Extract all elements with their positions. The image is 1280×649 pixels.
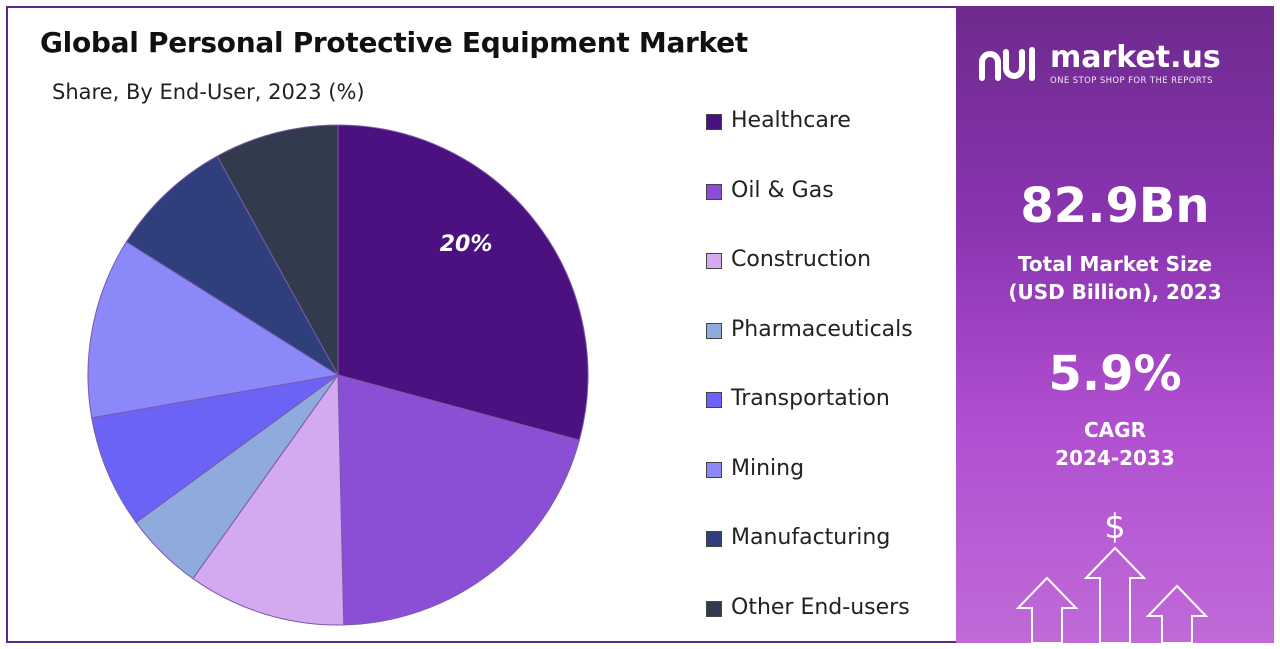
dollar-icon: $ — [1104, 507, 1126, 547]
legend-swatch-mining — [706, 461, 722, 478]
market-size-value: 82.9Bn — [1020, 178, 1210, 234]
legend-label-other-end-users: Other End-users — [731, 594, 910, 620]
arrow-up-right-icon — [1145, 584, 1209, 643]
legend-swatch-other-end-users — [706, 600, 722, 617]
pie-data-label-healthcare: 20% — [440, 232, 493, 257]
pie-slice-other-end-users — [216, 124, 339, 376]
cagr-label: CAGR 2024-2033 — [956, 416, 1274, 472]
pie-slice-manufacturing — [125, 155, 339, 376]
arrow-up-left-icon — [1015, 576, 1079, 643]
pie-slice-transportation — [91, 374, 339, 524]
legend-item-transportation: Transportation — [706, 382, 946, 452]
market-size-label: Total Market Size (USD Billion), 2023 — [956, 250, 1274, 306]
legend-swatch-manufacturing — [706, 531, 722, 547]
legend-label-healthcare: Healthcare — [731, 108, 851, 133]
legend-label-mining: Mining — [731, 455, 805, 481]
growth-arrows-icon: $ — [1015, 507, 1209, 643]
pie-slice-healthcare — [337, 124, 589, 441]
legend-item-construction: Construction — [706, 243, 946, 313]
pie-slice-mining — [87, 241, 340, 419]
legend-swatch-pharmaceuticals — [706, 322, 722, 339]
legend-label-construction: Construction — [731, 247, 872, 272]
legend-item-mining: Mining — [706, 452, 946, 522]
legend-swatch-oil-gas — [706, 183, 722, 200]
arrow-up-center-icon — [1083, 546, 1147, 643]
legend-swatch-healthcare — [706, 114, 722, 130]
legend-label-manufacturing: Manufacturing — [731, 525, 891, 550]
legend-item-healthcare: Healthcare — [706, 104, 946, 174]
chart-title: Global Personal Protective Equipment Mar… — [40, 26, 748, 59]
chart-subtitle: Share, By End-User, 2023 (%) — [52, 80, 365, 104]
legend-swatch-transportation — [706, 392, 722, 408]
brand-logo: market.us ONE STOP SHOP FOR THE REPORTS — [978, 42, 1221, 86]
market-size-label-line1: Total Market Size — [1017, 252, 1213, 276]
chart-legend: Healthcare Oil & Gas Construction Pharmaceu… — [706, 104, 946, 649]
legend-label-oil-gas: Oil & Gas — [731, 177, 834, 203]
cagr-label-line1: CAGR — [1084, 418, 1146, 442]
legend-item-pharmaceuticals: Pharmaceuticals — [706, 313, 946, 383]
brand-tagline: ONE STOP SHOP FOR THE REPORTS — [1050, 76, 1213, 86]
legend-swatch-construction — [706, 253, 722, 269]
brand-name: market.us — [1050, 40, 1221, 75]
pie-slice-oil-gas — [337, 374, 580, 626]
cagr-label-line2: 2024-2033 — [1055, 446, 1175, 470]
cagr-value: 5.9% — [1048, 346, 1182, 402]
legend-label-pharmaceuticals: Pharmaceuticals — [731, 316, 913, 342]
market-size-label-line2: (USD Billion), 2023 — [1008, 280, 1222, 304]
pie-chart: 20% — [87, 124, 589, 626]
legend-label-transportation: Transportation — [731, 386, 890, 411]
legend-item-manufacturing: Manufacturing — [706, 521, 946, 591]
brand-logo-icon — [979, 47, 1035, 81]
legend-item-oil-gas: Oil & Gas — [706, 174, 946, 244]
legend-item-other-end-users: Other End-users — [706, 591, 946, 649]
pie-slice-construction — [192, 373, 345, 626]
summary-panel: market.us ONE STOP SHOP FOR THE REPORTS … — [956, 6, 1274, 643]
